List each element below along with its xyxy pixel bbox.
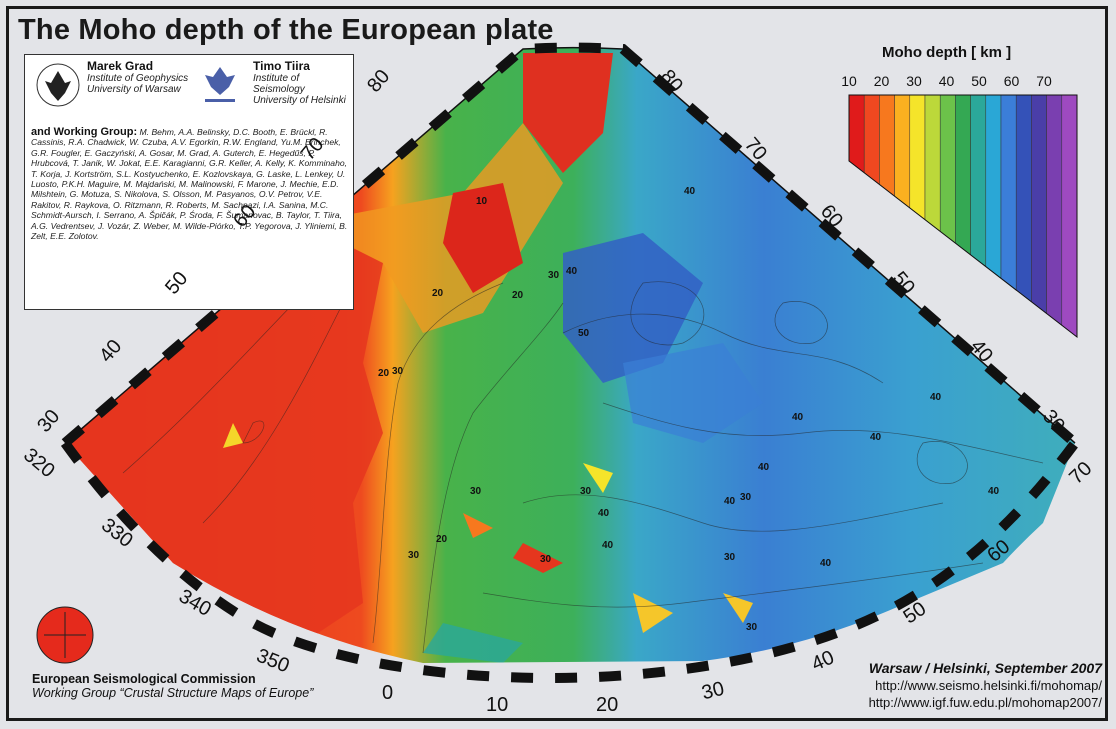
contour-label: 10 xyxy=(476,196,488,207)
university-of-helsinki-logo xyxy=(205,67,235,102)
legend-title: Moho depth [ km ] xyxy=(882,44,1012,61)
contour-label: 20 xyxy=(436,534,448,545)
legend-tick-label: 30 xyxy=(906,73,922,89)
commission-credit: European Seismological Commission Working… xyxy=(32,672,314,700)
working-group: and Working Group: M. Behm, A.A. Belinsk… xyxy=(31,126,348,242)
page-title: The Moho depth of the European plate xyxy=(18,14,554,46)
university-of-warsaw-logo xyxy=(36,63,80,107)
contour-label: 20 xyxy=(432,288,444,299)
contour-label: 30 xyxy=(392,366,404,377)
legend-color-step xyxy=(1000,94,1017,291)
contour-label: 40 xyxy=(758,462,770,473)
contour-label: 40 xyxy=(598,508,610,519)
legend-tick-label: 20 xyxy=(873,73,890,89)
contour-label: 40 xyxy=(930,392,942,403)
legend-color-step xyxy=(939,94,956,244)
legend-color-step xyxy=(863,94,880,185)
legend-color-step xyxy=(894,94,911,209)
author-grad: Marek Grad Institute of Geophysics Univers… xyxy=(87,59,189,95)
contour-label: 40 xyxy=(684,186,696,197)
contour-label: 30 xyxy=(580,486,592,497)
legend-tick-label: 50 xyxy=(971,73,987,89)
contour-label: 20 xyxy=(378,368,390,379)
map-graticule-border-bottom xyxy=(60,440,1080,683)
legend-tick-label: 60 xyxy=(1003,73,1020,89)
legend-color-step xyxy=(848,94,865,174)
legend-color-step xyxy=(1061,94,1078,338)
legend-color-step xyxy=(879,94,895,197)
legend-color-step xyxy=(955,94,971,256)
contour-label: 30 xyxy=(548,270,560,281)
contour-label: 40 xyxy=(870,432,882,443)
footer-credit: Warsaw / Helsinki, September 2007 http:/… xyxy=(869,660,1102,711)
contour-label: 40 xyxy=(988,486,1000,497)
legend-color-step xyxy=(970,94,987,268)
contour-label: 20 xyxy=(512,290,524,301)
footer-url-warsaw[interactable]: http://www.igf.fuw.edu.pl/mohomap2007/ xyxy=(868,695,1102,710)
legend-color-step xyxy=(909,94,926,221)
contour-label: 40 xyxy=(820,558,832,569)
contour-label: 30 xyxy=(740,492,752,503)
contour-label: 40 xyxy=(724,496,736,507)
author-tiira: Timo Tiira Institute of Seismology Univers… xyxy=(253,59,346,106)
contour-label: 40 xyxy=(792,412,804,423)
contour-label: 40 xyxy=(602,540,614,551)
contour-label: 30 xyxy=(470,486,482,497)
legend-colorbar xyxy=(848,94,1078,339)
credits-box: Marek Grad Institute of Geophysics Univers… xyxy=(24,54,354,310)
contour-label: 30 xyxy=(540,554,552,565)
contour-label: 50 xyxy=(578,328,590,339)
contour-label: 30 xyxy=(724,552,736,563)
esc-logo xyxy=(36,606,94,664)
legend-tick-label: 70 xyxy=(1036,73,1052,89)
contour-label: 30 xyxy=(746,622,758,633)
longitude-label: 20 xyxy=(596,694,619,716)
contour-label: 40 xyxy=(566,266,578,277)
legend-color-step xyxy=(1031,94,1047,315)
legend-tick-label: 40 xyxy=(938,73,955,89)
legend-tick-label: 10 xyxy=(841,73,857,89)
legend-color-step xyxy=(1046,94,1063,326)
legend-color-step xyxy=(924,94,941,232)
footer-url-helsinki[interactable]: http://www.seismo.helsinki.fi/mohomap/ xyxy=(875,678,1102,693)
longitude-label: 10 xyxy=(486,694,509,716)
legend-color-step xyxy=(985,94,1002,279)
contour-label: 30 xyxy=(408,550,420,561)
legend-color-step xyxy=(1015,94,1032,303)
footer-date: Warsaw / Helsinki, September 2007 xyxy=(868,660,1102,676)
longitude-label: 0 xyxy=(382,682,394,704)
